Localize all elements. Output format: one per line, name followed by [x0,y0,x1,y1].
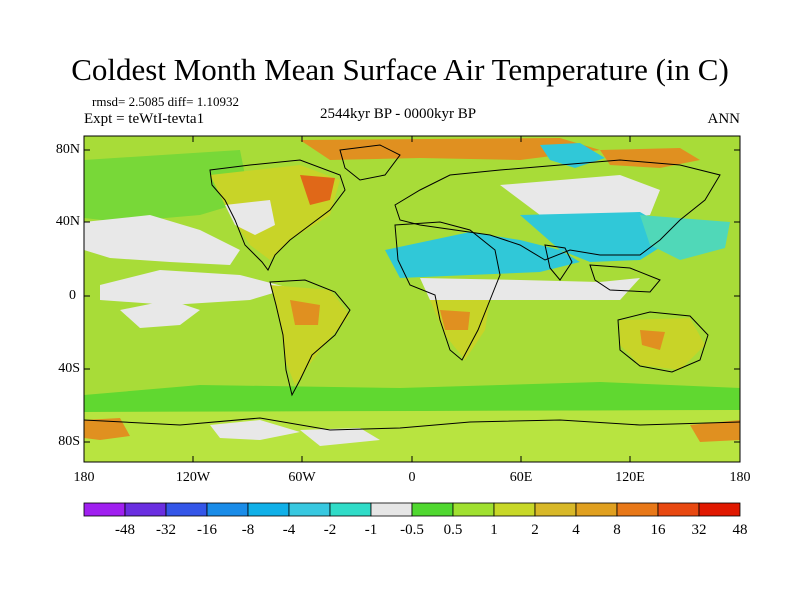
period-label: 2544kyr BP - 0000kyr BP [320,106,477,122]
coast-greenland [339,144,401,181]
colorbar-label: -2 [323,522,337,538]
colorbar-box-9 [411,502,454,517]
coastlines [83,144,741,431]
coast-india [544,244,573,281]
antarctic-neutral-1 [210,420,300,440]
colorbar-label: 48 [732,522,748,538]
season-label: ANN [707,111,741,127]
colorbar-box-12 [534,502,577,517]
colorbar-label: -8 [241,522,255,538]
south-america-orange [290,300,320,325]
lon-label-60e: 60E [509,470,533,485]
colorbar-box-2 [124,502,167,517]
colorbar-label: 32 [691,522,707,538]
colorbar-box-10 [452,502,495,517]
colorbar-label: 2 [531,522,539,538]
asia-neutral-belt [500,175,660,220]
coast-europe-asia [394,159,721,261]
coast-africa [394,221,501,361]
north-pacific-neutral [84,215,240,265]
colorbar-label: -16 [197,522,217,538]
southern-ocean-band [84,382,740,412]
colorbar-box-4 [206,502,249,517]
north-america-orange [300,175,335,205]
lon-label-120w: 120W [175,470,211,485]
colorbar-box-6 [288,502,331,517]
coast-north-america [209,159,346,271]
west-pacific-cool [640,215,730,260]
colorbar-label: -4 [282,522,296,538]
experiment-label: Expt = teWtI-tevta1 [84,111,205,127]
colorbar-box-11 [493,502,536,517]
lon-label-180e: 180 [729,470,751,485]
colorbar-box-5 [247,502,290,517]
asia-cool-field [520,212,680,262]
colorbar-label: 1 [490,522,498,538]
colorbar-label: -48 [115,522,135,538]
australia-orange [640,330,665,350]
lon-label-0: 0 [408,470,416,485]
lon-label-120e: 120E [615,470,645,485]
colorbar-box-8 [370,502,413,517]
south-pacific-neutral [120,300,200,328]
colorbar-box-7 [329,502,372,517]
africa-orange-patch [440,310,470,330]
map-title: Coldest Month Mean Surface Air Temperatu… [71,52,729,87]
map-panel [84,136,740,462]
colorbar-label: 4 [572,522,580,538]
arctic-orange-field [300,138,600,160]
coast-southeast-asia [589,264,661,293]
coast-south-america [269,279,351,397]
colorbar-box-15 [657,502,700,517]
colorbar-label: -0.5 [400,522,424,538]
colorbar-label: 16 [650,522,666,538]
colorbar-label: -32 [156,522,176,538]
colorbar-label: 0.5 [443,522,463,538]
axis-ticks [84,136,740,462]
antarctic-orange-1 [84,418,130,440]
colorbar-box-13 [575,502,618,517]
colorbar-box-14 [616,502,659,517]
saharan-cool-band [385,232,580,278]
lon-label-60w: 60W [288,470,316,485]
rmsd-stats: rmsd= 2.5085 diff= 1.10932 [92,94,239,109]
antarctic-neutral-2 [300,428,380,446]
lat-label-equator: 0 [69,288,76,303]
antarctic-orange-2 [690,420,740,442]
lat-label-80n: 80N [55,142,80,157]
equatorial-pacific-band [100,270,290,305]
lat-label-40n: 40N [55,214,80,229]
indian-ocean-neutral [420,278,640,300]
coast-australia [617,311,709,373]
siberia-orange [600,148,700,168]
colorbar-label: -1 [364,522,378,538]
colorbar-box-1 [83,502,126,517]
colorbar-box-16 [698,502,741,517]
antarctic-margin [84,410,740,462]
coast-antarctica [83,417,741,431]
north-pacific-field [84,150,250,222]
lat-label-40s: 40S [58,361,80,376]
colorbar [83,502,741,517]
lon-label-180w: 180 [73,470,95,485]
south-america-land [270,285,350,385]
colorbar-box-3 [165,502,208,517]
lat-label-80s: 80S [58,434,80,449]
arctic-cyan-patch [540,143,605,168]
colorbar-label: 8 [613,522,621,538]
